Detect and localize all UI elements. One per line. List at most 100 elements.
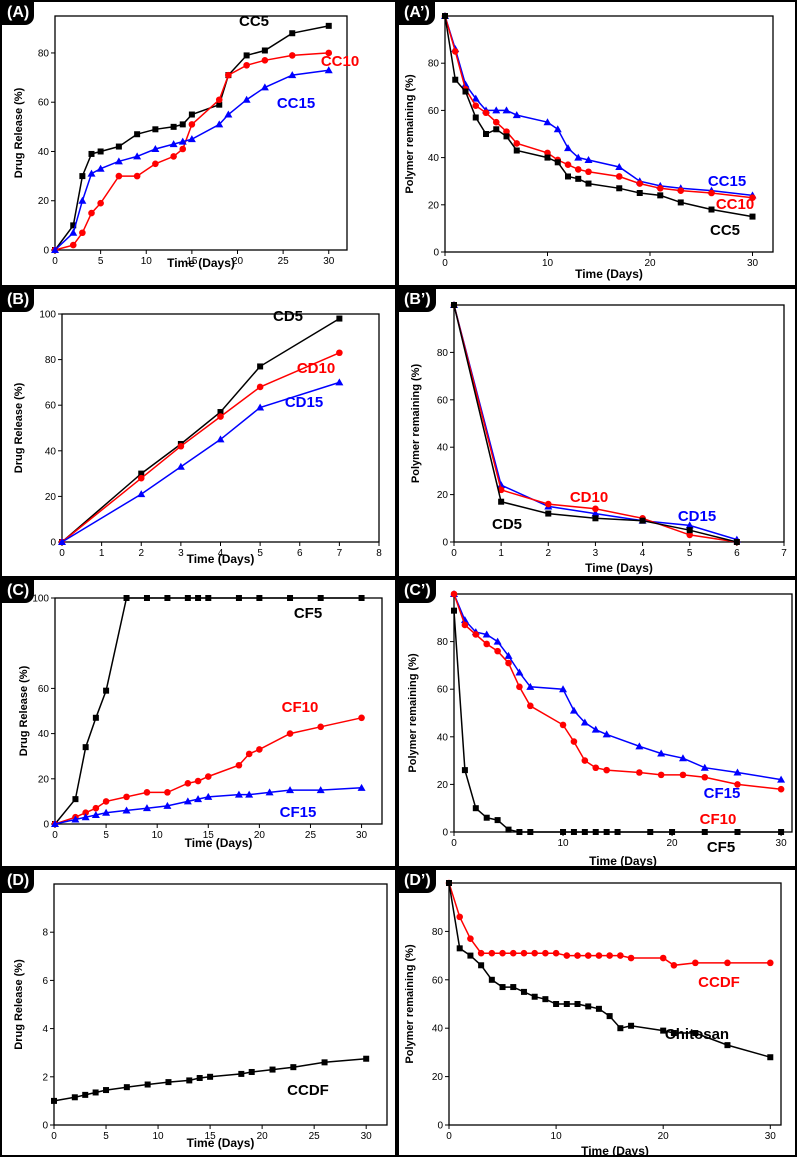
y-tick-label-0: 0: [43, 246, 49, 257]
cc10-point-14: [636, 180, 644, 187]
cc10-point-15: [656, 184, 664, 192]
cc5-point-14: [636, 190, 643, 196]
y-tick-label-3: 60: [45, 401, 57, 412]
x-tick-label-2: 20: [667, 838, 679, 849]
x-tick-label-5: 25: [278, 256, 290, 267]
series-cd5: [451, 302, 740, 545]
cc10-point-15: [288, 52, 296, 59]
cc10-point-11: [574, 166, 582, 173]
cf15-point-15: [316, 786, 325, 794]
x-tick-label-0: 0: [446, 1131, 452, 1142]
cc15-point-3: [87, 169, 96, 177]
y-tick-label-1: 20: [432, 1072, 444, 1083]
cc10-point-5: [492, 118, 500, 126]
cc15-point-9: [178, 137, 187, 145]
ccdf-point-7: [520, 949, 528, 957]
panel-label-D-prime: (D’): [399, 870, 436, 893]
x-tick-label-1: 10: [542, 258, 554, 269]
cf10-point-15: [317, 723, 324, 731]
x-tick-label-5: 5: [257, 548, 263, 559]
cc10-point-11: [215, 96, 223, 104]
x-tick-label-4: 20: [232, 256, 244, 267]
chitosan-point-7: [520, 988, 527, 995]
chart-D-prime: 0 10 20 30 0 20 40 60 80 Time (Days) Polymer remai…: [404, 879, 782, 1155]
cc5-point-13: [243, 52, 250, 59]
cc10-point-12: [225, 71, 232, 79]
y-tick-label-2: 40: [437, 443, 449, 454]
cf5-point-7: [527, 829, 534, 835]
chart-D: 0 5 10 15 20 25 30 0 2 4 6 8 Time (Days) Drug Release…: [13, 883, 388, 1150]
x-axis-label: Time (Days): [187, 1136, 255, 1150]
y-tick-label-4: 80: [428, 59, 440, 70]
cf10-point-13: [256, 746, 263, 753]
cf5-point-7: [164, 595, 171, 601]
cc5-point-3: [472, 114, 479, 121]
cc15-point-10: [187, 135, 196, 143]
cc10-point-13: [615, 173, 623, 180]
cf5-point-9: [195, 595, 202, 601]
panel-B-prime: (B’) 0 1 2 3 4 5 6 7 0 20 40 60 80 Time (Days) Polymer…: [397, 287, 797, 578]
cc15-point-5: [114, 157, 123, 165]
y-tick-label-5: 100: [39, 310, 56, 321]
x-tick-label-2: 20: [644, 258, 656, 269]
cd10-point-1: [497, 486, 505, 494]
ccdf-point-4: [488, 949, 496, 957]
cc10-point-17: [708, 189, 715, 197]
plot-frame: [53, 883, 388, 1126]
x-axis-label: Time (Days): [589, 854, 657, 868]
cc15-point-9: [553, 125, 562, 133]
x-tick-label-1: 5: [98, 256, 104, 267]
y-tick-label-1: 20: [38, 196, 50, 207]
cd5-point-2: [545, 510, 552, 517]
chitosan-point-3: [478, 962, 485, 969]
y-tick-label-0: 0: [442, 828, 448, 839]
series-cf15: [450, 590, 786, 783]
cf5-point-17: [734, 829, 741, 835]
chitosan-point-21: [724, 1042, 731, 1049]
y-tick-label-1: 20: [45, 492, 57, 503]
plot-frame: [448, 882, 782, 1126]
y-tick-label-4: 80: [45, 355, 57, 366]
cc15-point-12: [224, 110, 233, 118]
cd5-point-4: [257, 363, 264, 370]
cf15-point-14: [286, 786, 295, 794]
cf10-point-5: [505, 659, 512, 667]
y-tick-label-1: 20: [437, 780, 449, 791]
cf15-point-15: [678, 754, 687, 762]
chitosan-point-17: [628, 1022, 635, 1029]
cc15-point-8: [169, 140, 178, 148]
chitosan-point-6: [510, 984, 517, 991]
cc10-point-9: [179, 145, 187, 153]
x-tick-label-2: 10: [141, 256, 153, 267]
cc10-point-2: [79, 229, 86, 237]
chitosan-point-12: [574, 1001, 581, 1007]
ccdf-point-19: [670, 961, 678, 969]
y-tick-label-2: 4: [42, 1024, 48, 1035]
y-tick-label-3: 6: [42, 976, 48, 987]
cc10-point-14: [261, 57, 269, 64]
chitosan-point-18: [660, 1027, 667, 1034]
y-tick-label-4: 8: [42, 928, 48, 939]
ccdf-point-1: [456, 913, 464, 921]
cc15-point-13: [242, 95, 251, 103]
cf15-point-13: [265, 788, 274, 796]
x-axis-label: Time (Days): [187, 552, 255, 566]
ccdf-point-11: [563, 952, 571, 959]
y-tick-label-3: 60: [437, 685, 449, 696]
x-tick-label-1: 10: [551, 1131, 563, 1142]
y-tick-label-1: 20: [38, 774, 50, 785]
chitosan-point-14: [595, 1005, 602, 1012]
series-label-cf15: CF15: [280, 804, 317, 821]
cf10-point-8: [184, 780, 192, 787]
series-line-cf5: [54, 597, 362, 825]
cc5-point-15: [289, 30, 296, 37]
x-tick-label-3: 3: [593, 548, 599, 559]
cf15-point-4: [493, 637, 502, 645]
cf15-point-12: [245, 790, 254, 798]
cc5-point-8: [544, 154, 551, 161]
cd15-point-2: [176, 462, 185, 470]
y-axis-label: Polymer remaining (%): [404, 944, 416, 1064]
ccdf-point-20: [692, 959, 699, 967]
cd5-point-5: [336, 315, 343, 322]
cc15-point-6: [502, 106, 511, 114]
